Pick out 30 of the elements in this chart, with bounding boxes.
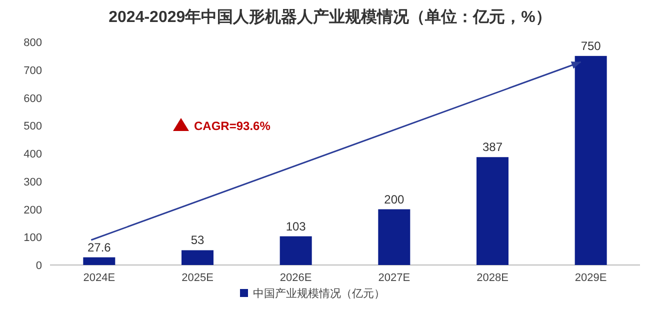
data-label: 750	[580, 38, 602, 53]
bar	[378, 209, 410, 265]
bar	[280, 236, 312, 265]
y-tick-label: 700	[24, 64, 42, 77]
data-label: 53	[190, 233, 204, 248]
y-tick-label: 600	[24, 92, 42, 105]
x-tick-label: 2027E	[378, 272, 410, 284]
data-label: 103	[286, 219, 306, 234]
chart-title: 2024-2029年中国人形机器人产业规模情况（单位：亿元，%）	[108, 8, 552, 26]
x-tick-label: 2028E	[476, 272, 508, 284]
x-tick-label: 2024E	[83, 272, 116, 284]
y-tick-label: 300	[24, 176, 42, 188]
y-tick-label: 100	[24, 232, 42, 244]
data-label: 200	[384, 192, 404, 206]
y-tick-label: 800	[24, 37, 42, 49]
x-tick-label: 2029E	[574, 272, 607, 284]
bar	[182, 250, 214, 265]
x-tick-label: 2025E	[182, 272, 214, 284]
data-label: 387	[482, 140, 503, 154]
bar	[574, 56, 607, 265]
y-tick-label: 0	[36, 260, 42, 272]
x-tick-label: 2026E	[280, 272, 312, 284]
y-tick-label: 500	[24, 120, 42, 133]
y-tick-label: 400	[24, 148, 42, 160]
bar	[476, 157, 508, 265]
bar	[83, 257, 116, 265]
legend-label: 中国产业规模情况（亿元）	[253, 287, 385, 300]
data-label: 27.6	[87, 240, 112, 254]
y-tick-label: 200	[24, 204, 42, 216]
annotation: CAGR=93.6%	[194, 119, 271, 133]
